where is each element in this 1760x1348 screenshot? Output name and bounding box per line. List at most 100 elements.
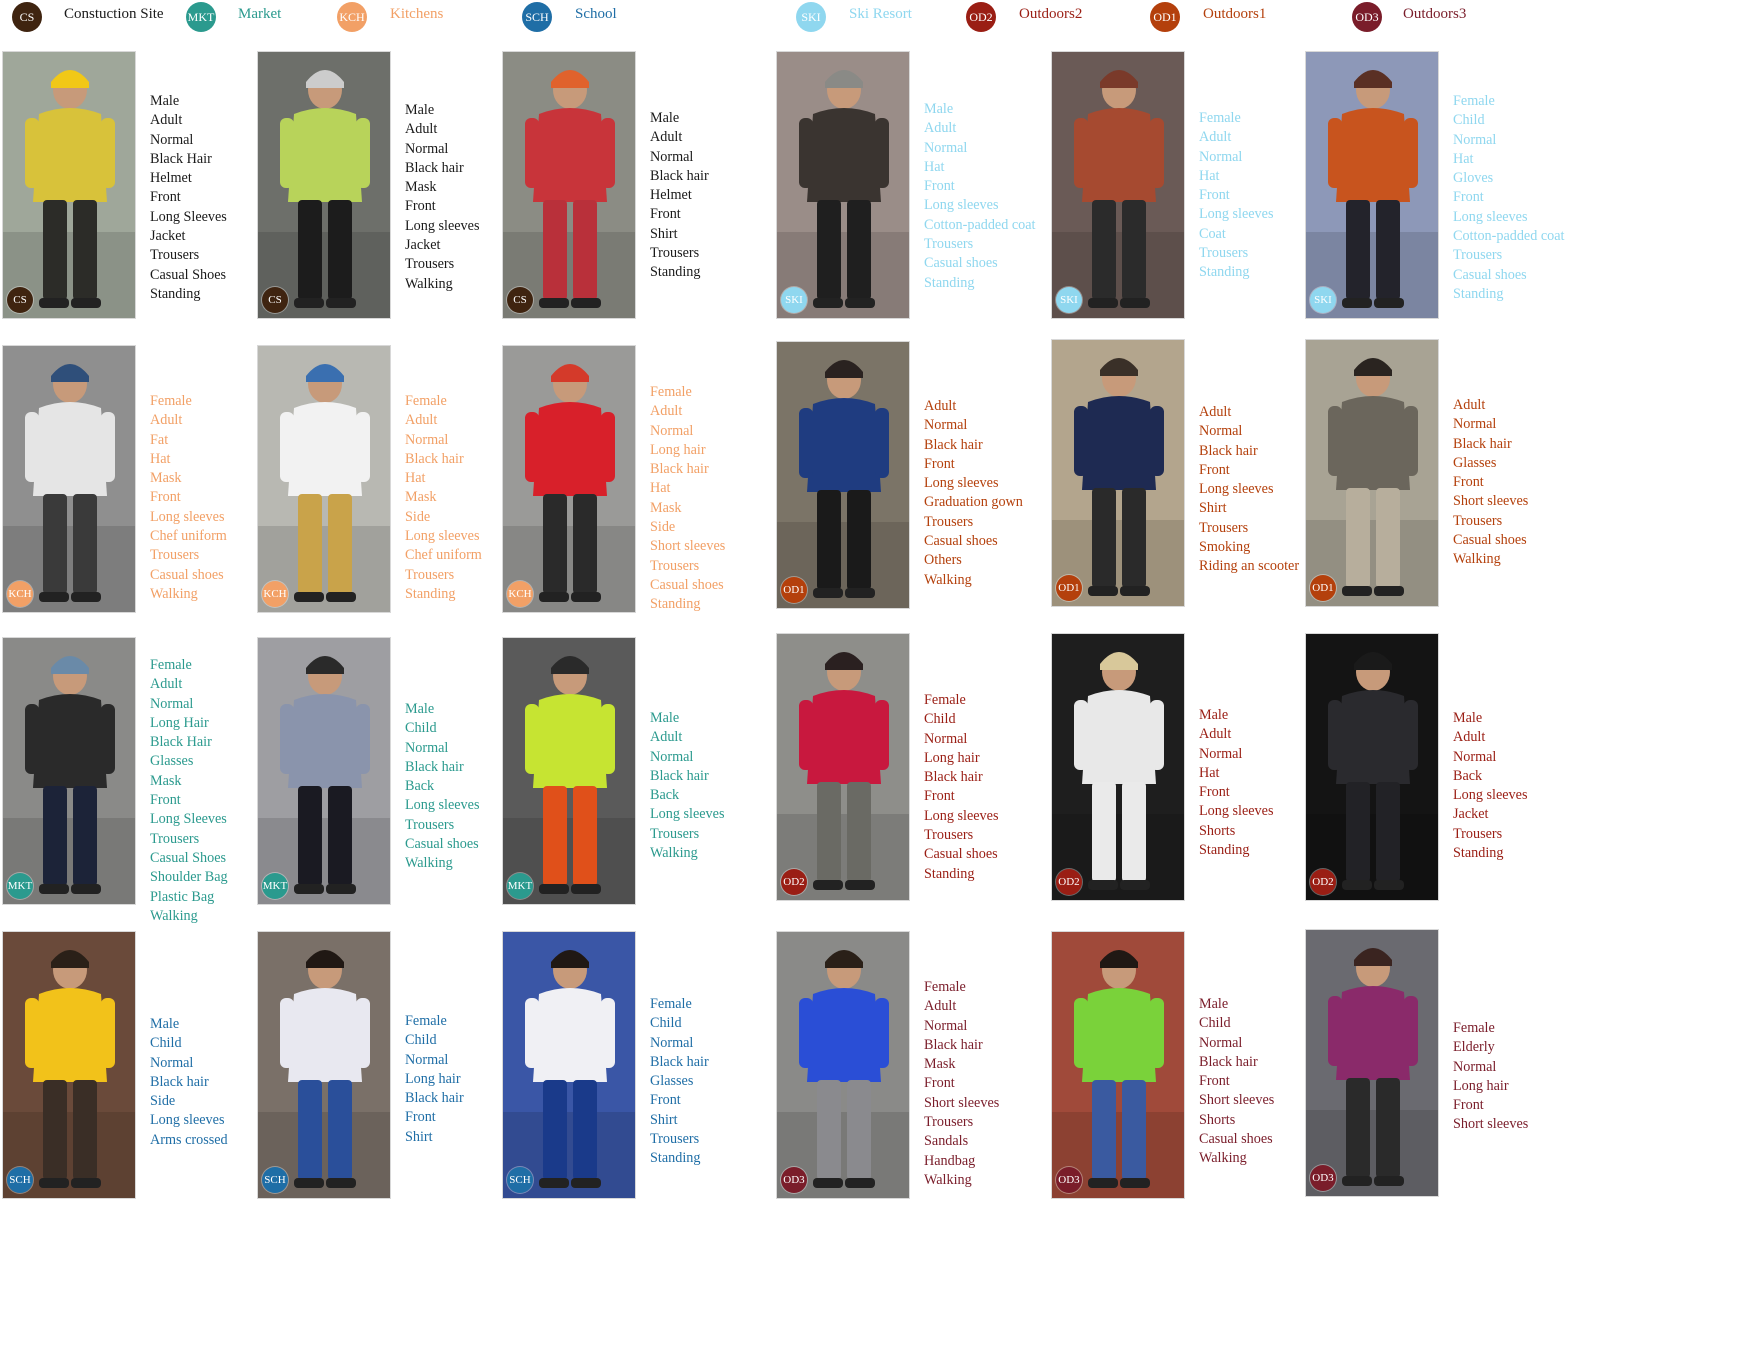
attribute-item: Walking — [650, 845, 698, 862]
attribute-item: Black hair — [650, 461, 709, 478]
pedestrian-photo: OD1 — [1051, 339, 1185, 607]
attribute-item: Fat — [150, 431, 169, 448]
legend-code: CS — [12, 2, 42, 32]
person-silhouette — [258, 52, 390, 318]
attribute-item: Short sleeves — [924, 1094, 1000, 1111]
attribute-item: Standing — [650, 264, 701, 281]
attribute-item: Front — [150, 489, 181, 506]
attribute-item: Hat — [924, 158, 945, 175]
attribute-item: Trousers — [650, 557, 700, 574]
scene-tag: OD1 — [1056, 575, 1082, 601]
attribute-item: Short sleeves — [650, 538, 726, 555]
person-silhouette — [777, 932, 909, 1198]
attribute-item: Normal — [1199, 745, 1243, 762]
legend-badge-kch: KCH — [337, 2, 367, 32]
attribute-item: Trousers — [650, 245, 700, 262]
legend-code: OD2 — [966, 2, 996, 32]
attribute-list: Female Adult Normal Black hair Mask Front Shor… — [924, 978, 999, 1190]
attribute-item: Long sleeves — [405, 797, 480, 814]
legend-label-od1: Outdoors1 — [1203, 6, 1267, 22]
scene-tag: OD3 — [1056, 1167, 1082, 1193]
attribute-item: Walking — [1453, 551, 1501, 568]
attribute-item: Trousers — [150, 247, 200, 264]
attribute-item: Long sleeves — [650, 806, 725, 823]
attribute-item: Sandals — [924, 1133, 969, 1150]
attribute-item: Casual Shoes — [150, 266, 227, 283]
scene-tag: OD3 — [1310, 1165, 1336, 1191]
attribute-item: Front — [150, 189, 181, 206]
attribute-item: Hat — [150, 450, 171, 467]
attribute-item: Shorts — [1199, 1111, 1236, 1128]
attribute-item: Trousers — [1453, 247, 1503, 264]
attribute-item: Long sleeves — [1453, 787, 1528, 804]
attribute-item: Trousers — [924, 236, 974, 253]
attribute-item: Long sleeves — [150, 508, 225, 525]
attribute-list: Male Adult Normal Black hair Mask Front Long s… — [405, 101, 479, 294]
attribute-item: Back — [650, 787, 680, 804]
pedestrian-photo: OD2 — [1051, 633, 1185, 901]
attribute-item: Normal — [405, 431, 449, 448]
attribute-item: Glasses — [1453, 454, 1497, 471]
scene-tag: KCH — [262, 581, 288, 607]
attribute-item: Normal — [150, 695, 194, 712]
scene-tag: SCH — [507, 1167, 533, 1193]
attribute-item: Standing — [150, 285, 201, 302]
attribute-item: Normal — [150, 131, 194, 148]
attribute-item: Trousers — [150, 547, 200, 564]
legend-label-od2: Outdoors2 — [1019, 6, 1083, 22]
attribute-item: Trousers — [1199, 245, 1249, 262]
attribute-item: Black hair — [405, 159, 464, 176]
attribute-item: Female — [150, 393, 192, 409]
attribute-item: Normal — [405, 739, 449, 756]
person-silhouette — [3, 932, 135, 1198]
attribute-item: Trousers — [924, 1114, 974, 1131]
attribute-item: Walking — [150, 585, 198, 602]
attribute-list: Female Adult Normal Long hair Black hair Hat M… — [650, 383, 725, 615]
attribute-item: Normal — [150, 1054, 194, 1071]
legend-badge-ski: SKI — [796, 2, 826, 32]
pedestrian-photo: SKI — [1305, 51, 1439, 319]
attribute-item: Male — [150, 93, 180, 109]
attribute-item: Black hair — [150, 1073, 209, 1090]
pedestrian-photo: CS — [2, 51, 136, 319]
attribute-item: Adult — [1199, 129, 1232, 146]
attribute-item: Long sleeves — [1199, 481, 1274, 498]
attribute-item: Standing — [650, 596, 701, 613]
attribute-item: Others — [924, 552, 962, 569]
attribute-item: Black hair — [650, 767, 709, 784]
attribute-item: Shorts — [1199, 822, 1236, 839]
attribute-item: Adult — [924, 398, 957, 414]
attribute-list: Male Adult Normal Black hair Back Long sleeve… — [650, 709, 724, 863]
attribute-item: Front — [1453, 1097, 1484, 1114]
attribute-item: Front — [650, 1092, 681, 1109]
attribute-item: Normal — [405, 1051, 449, 1068]
attribute-item: Trousers — [405, 256, 455, 273]
attribute-list: Female Elderly Normal Long hair Front Short s… — [1453, 1019, 1528, 1135]
attribute-item: Shirt — [650, 1111, 678, 1128]
attribute-item: Shirt — [1199, 500, 1227, 517]
pedestrian-photo: MKT — [2, 637, 136, 905]
person-silhouette — [1052, 52, 1184, 318]
attribute-item: Male — [150, 1016, 180, 1032]
attribute-item: Mask — [650, 499, 682, 516]
person-silhouette — [777, 342, 909, 608]
attribute-item: Adult — [150, 412, 183, 429]
attribute-item: Normal — [650, 422, 694, 439]
attribute-item: Normal — [405, 140, 449, 157]
attribute-list: Male Child Normal Black hair Front Short slee… — [1199, 995, 1274, 1169]
attribute-item: Child — [150, 1035, 182, 1052]
scene-tag: MKT — [7, 873, 33, 899]
attribute-item: Casual shoes — [150, 566, 224, 583]
attribute-item: Black hair — [405, 758, 464, 775]
attribute-item: Casual shoes — [650, 576, 724, 593]
person-silhouette — [1052, 932, 1184, 1198]
attribute-item: Casual Shoes — [150, 849, 227, 866]
attribute-item: Glasses — [650, 1073, 694, 1090]
person-silhouette — [3, 346, 135, 612]
attribute-item: Walking — [924, 571, 972, 588]
attribute-item: Normal — [1199, 1034, 1243, 1051]
legend-label-sch: School — [575, 6, 617, 22]
attribute-item: Male — [405, 102, 435, 118]
legend-code: SKI — [796, 2, 826, 32]
attribute-item: Long sleeves — [1199, 206, 1274, 223]
